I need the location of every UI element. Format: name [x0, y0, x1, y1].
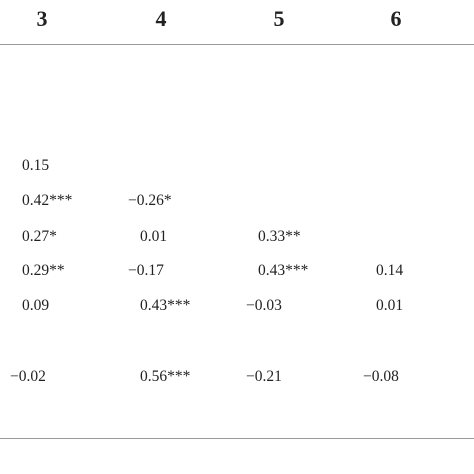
cell-r3-c3: 0.15: [22, 157, 50, 174]
column-header-6: 6: [390, 6, 402, 31]
cell-r6-c4: −0.17: [128, 262, 164, 279]
cell-r7-c4: 0.43***: [140, 297, 191, 314]
column-header-3: 3: [36, 6, 48, 31]
cell-r8-c6: −0.08: [363, 368, 399, 385]
cell-r5-c4: 0.01: [140, 228, 168, 245]
cell-r4-c4: −0.26*: [128, 192, 172, 209]
cell-r5-c3: 0.27*: [22, 228, 57, 245]
cell-r8-c5: −0.21: [246, 368, 282, 385]
cell-r7-c5: −0.03: [246, 297, 282, 314]
cell-r8-c4: 0.56***: [140, 368, 191, 385]
cell-r4-c3: 0.42***: [22, 192, 73, 209]
bottom-rule: [0, 438, 474, 439]
cell-r8-c3: −0.02: [10, 368, 46, 385]
cell-r7-c6: 0.01: [376, 297, 404, 314]
cell-r6-c5: 0.43***: [258, 262, 309, 279]
cell-r5-c5: 0.33**: [258, 228, 301, 245]
header-rule: [0, 44, 474, 45]
column-header-4: 4: [155, 6, 167, 31]
cell-r7-c3: 0.09: [22, 297, 50, 314]
column-header-5: 5: [273, 6, 285, 31]
cell-r6-c6: 0.14: [376, 262, 404, 279]
cell-r6-c3: 0.29**: [22, 262, 65, 279]
